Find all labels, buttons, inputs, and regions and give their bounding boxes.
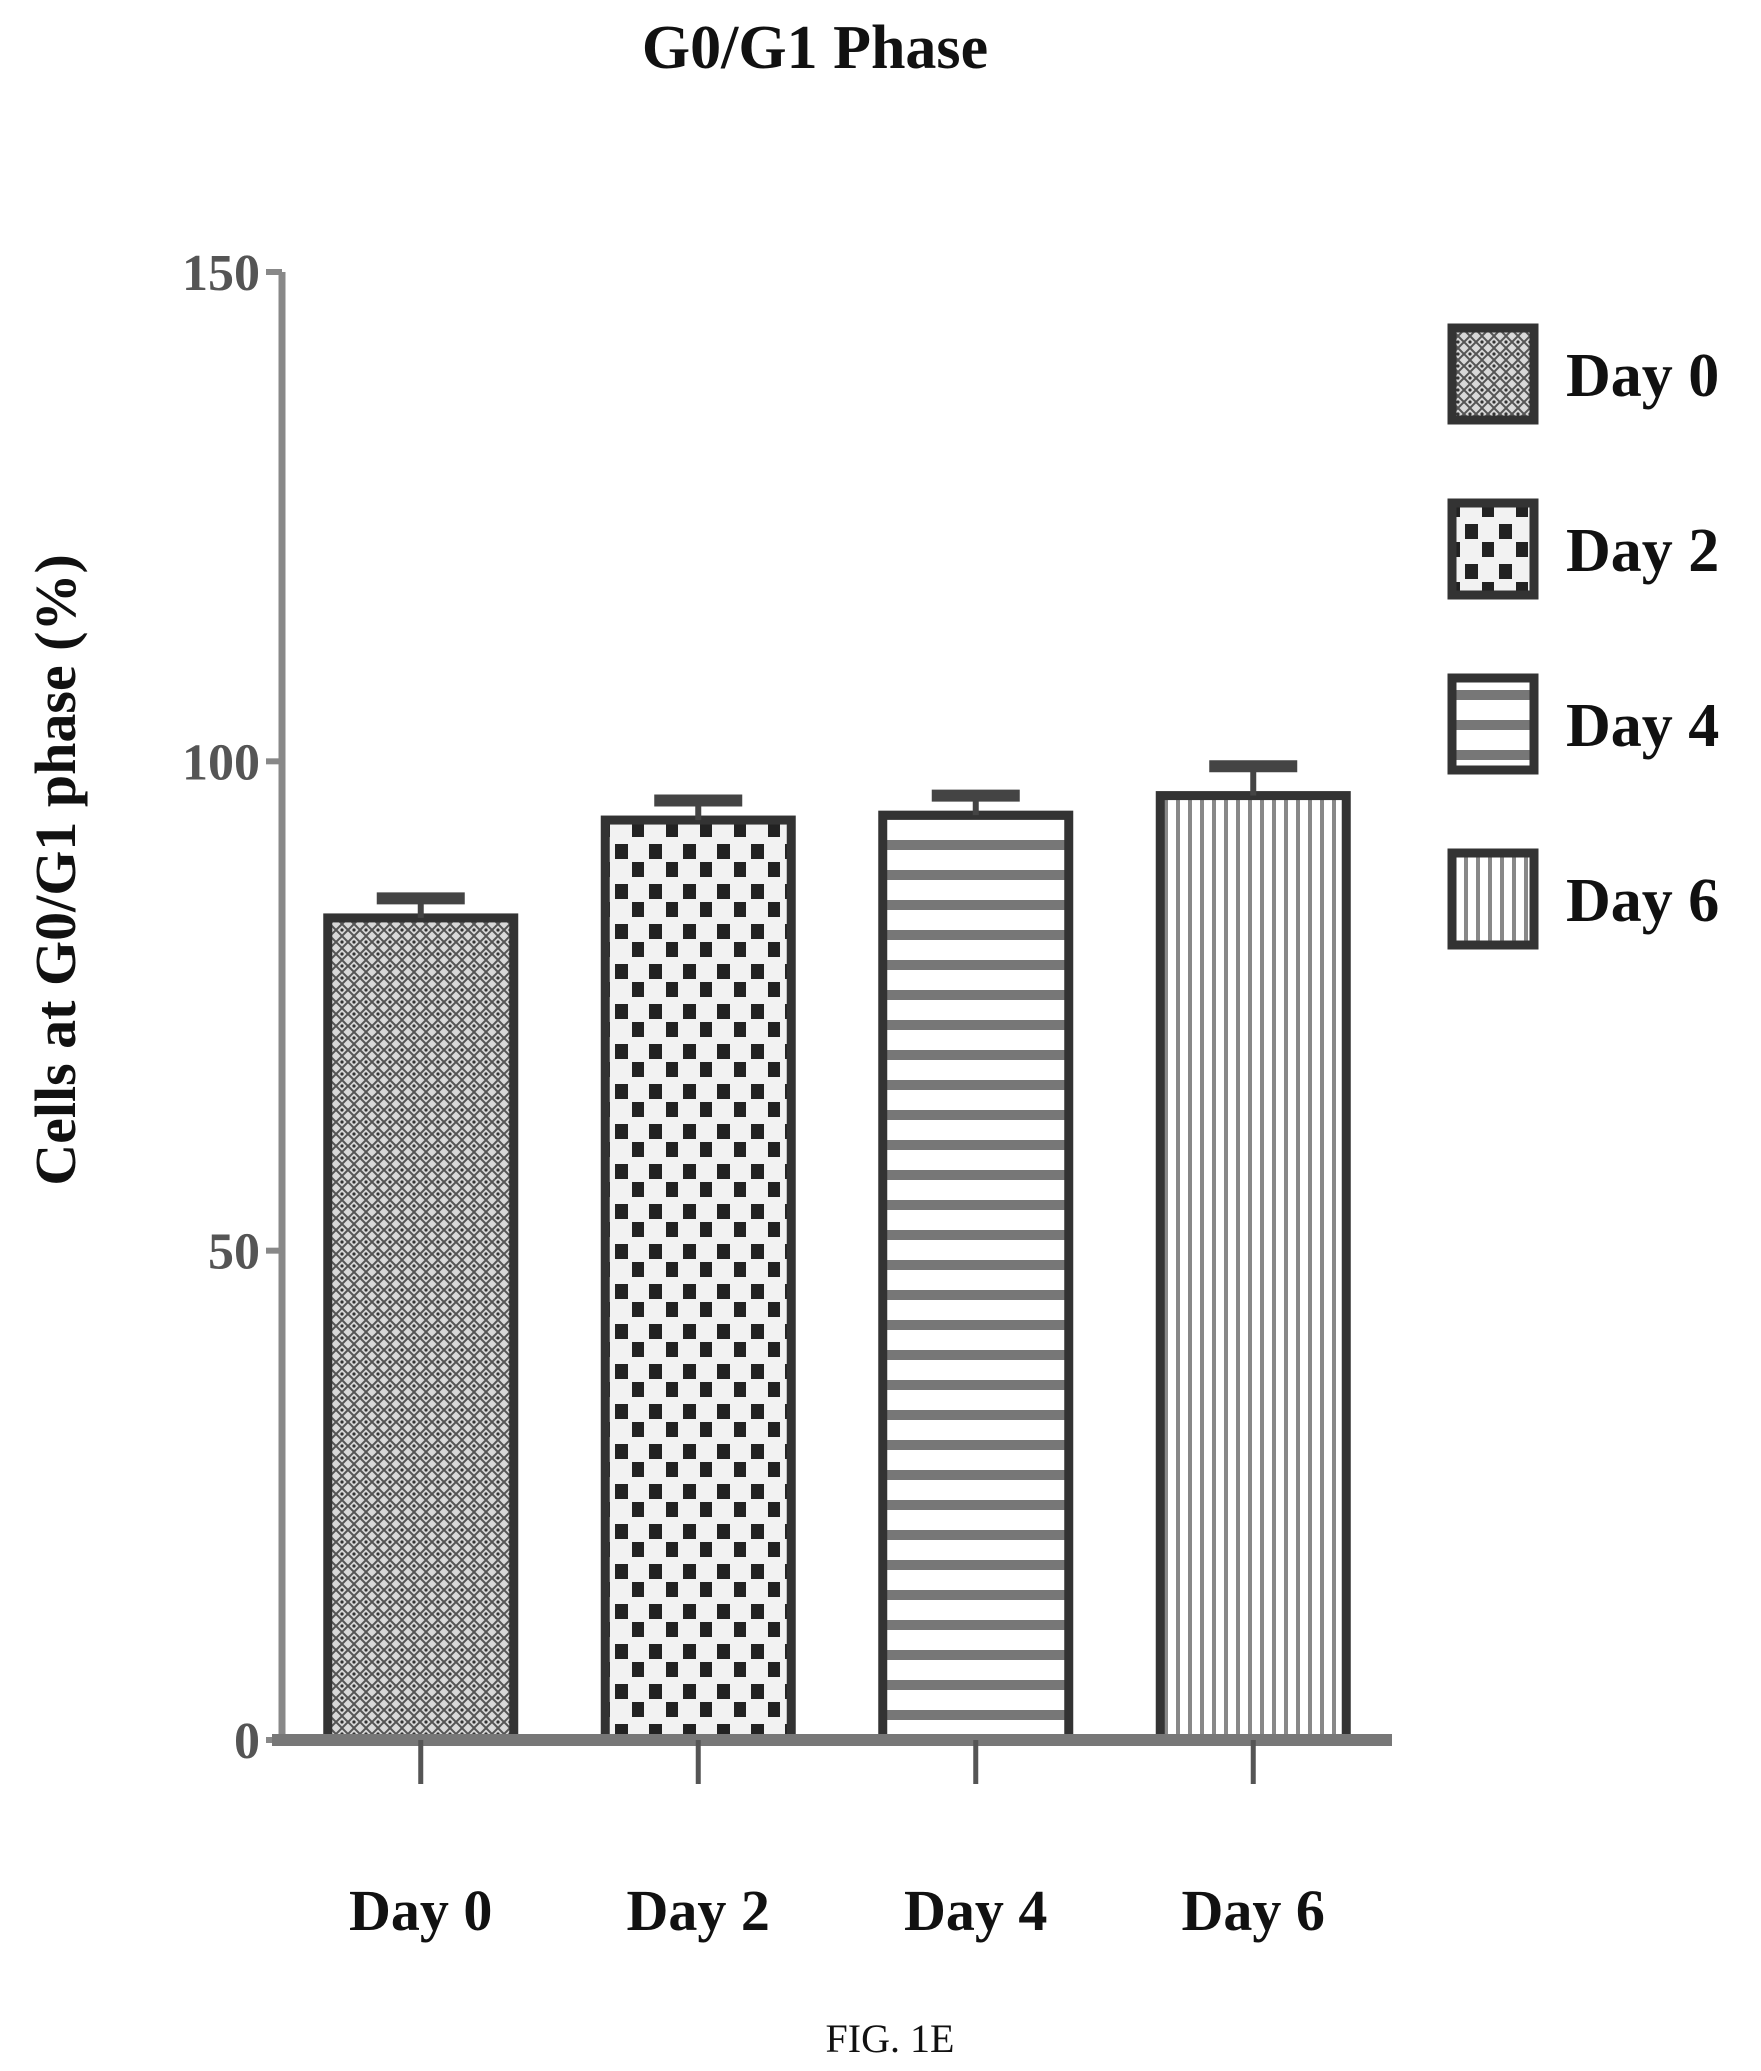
legend-label: Day 6 xyxy=(1566,867,1719,935)
y-axis: 0 50 100 150 xyxy=(182,245,286,1770)
legend-swatch xyxy=(1447,848,1539,950)
legend-swatch xyxy=(1447,673,1539,775)
bar xyxy=(878,810,1074,1745)
x-tick-label: Day 2 xyxy=(627,1878,770,1943)
bar xyxy=(323,913,519,1745)
bar-group xyxy=(323,892,519,1745)
legend-swatch xyxy=(1447,498,1539,600)
x-tick-label: Day 6 xyxy=(1182,1878,1325,1943)
legend-entry: Day 0 xyxy=(1447,323,1719,425)
bar xyxy=(1155,791,1351,1745)
legend-label: Day 2 xyxy=(1566,517,1719,585)
legend-label: Day 4 xyxy=(1566,692,1719,760)
x-tick-label: Day 0 xyxy=(349,1878,492,1943)
y-axis-label: Cells at G0/G1 phase (%) xyxy=(23,554,88,1186)
y-tick-label: 100 xyxy=(182,734,260,791)
x-axis: Day 0 Day 2 Day 4 Day 6 xyxy=(272,1734,1392,1943)
chart-title: G0/G1 Phase xyxy=(642,14,988,82)
legend-label: Day 0 xyxy=(1566,342,1719,410)
legend-entry: Day 2 xyxy=(1447,498,1719,600)
y-tick-label: 0 xyxy=(234,1713,260,1770)
y-tick-label: 50 xyxy=(208,1224,260,1281)
legend-swatch xyxy=(1447,323,1539,425)
y-tick-label: 150 xyxy=(182,245,260,302)
bars xyxy=(323,760,1351,1745)
bar-group xyxy=(878,789,1074,1745)
figure-caption: FIG. 1E xyxy=(826,2016,955,2061)
legend-entry: Day 6 xyxy=(1447,848,1719,950)
bar xyxy=(600,815,796,1745)
legend-entry: Day 4 xyxy=(1447,673,1719,775)
bar-group xyxy=(600,794,796,1745)
legend: Day 0 Day 2 Day 4 Day 6 xyxy=(1447,323,1719,950)
bar-group xyxy=(1155,760,1351,1745)
x-tick-label: Day 4 xyxy=(904,1878,1047,1943)
